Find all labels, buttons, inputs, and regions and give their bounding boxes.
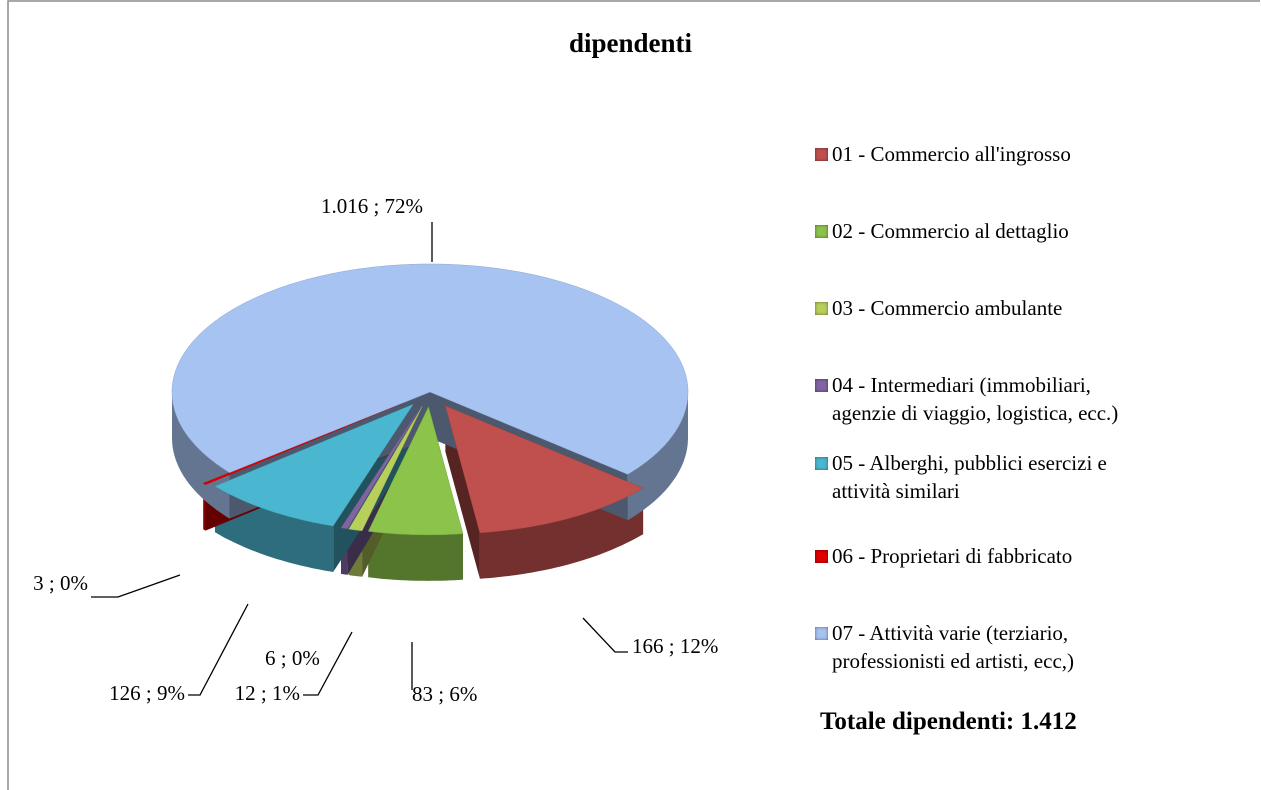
slice — [367, 406, 464, 536]
leader-line — [91, 574, 181, 598]
annotation: Totale dipendenti: 1.412 — [820, 708, 1077, 735]
legend-item: 07 - Attività varie (terziario, professi… — [815, 619, 1155, 675]
slice — [214, 403, 414, 527]
legend-label: 04 - Intermediari (immobiliari, agenzie … — [832, 373, 1119, 425]
leader-line — [303, 631, 353, 696]
data-label: 1.016 ; 72% — [321, 194, 423, 218]
data-label: 3 ; 0% — [33, 571, 88, 595]
legend-swatch — [815, 148, 828, 161]
data-label: 83 ; 6% — [412, 682, 477, 706]
legend-swatch — [815, 627, 828, 640]
legend-label: 03 - Commercio ambulante — [832, 296, 1063, 320]
chart-border — [7, 0, 1260, 790]
legend-label: 05 - Alberghi, pubblici esercizi e attiv… — [832, 451, 1107, 503]
legend-label: 06 - Proprietari di fabbricato — [832, 544, 1073, 568]
leader-line — [188, 603, 249, 696]
legend-label: 01 - Commercio all'ingrosso — [832, 142, 1071, 166]
legend-swatch — [815, 457, 828, 470]
slice — [348, 406, 423, 532]
slice-side — [479, 488, 644, 579]
chart-title: dipendenti — [568, 28, 693, 58]
legend-item: 04 - Intermediari (immobiliari, agenzie … — [815, 371, 1155, 427]
legend-swatch — [815, 550, 828, 563]
legend-swatch — [815, 225, 828, 238]
data-label: 166 ; 12% — [632, 634, 718, 658]
slice — [340, 406, 422, 530]
slice-side — [627, 390, 688, 521]
leader-line — [582, 617, 628, 653]
data-label: 6 ; 0% — [265, 646, 320, 670]
slice-side — [368, 531, 463, 581]
legend-item: 02 - Commercio al dettaglio — [815, 217, 1155, 245]
data-label: 126 ; 9% — [109, 681, 185, 705]
legend-item: 01 - Commercio all'ingrosso — [815, 140, 1155, 168]
legend-swatch — [815, 302, 828, 315]
legend-label: 07 - Attività varie (terziario, professi… — [832, 621, 1075, 673]
data-label: 12 ; 1% — [235, 681, 300, 705]
legend-item: 03 - Commercio ambulante — [815, 294, 1155, 322]
legend-item: 05 - Alberghi, pubblici esercizi e attiv… — [815, 449, 1155, 505]
slice-side — [445, 405, 480, 579]
legend-swatch — [815, 379, 828, 392]
slice — [445, 405, 644, 534]
legend-label: 02 - Commercio al dettaglio — [832, 219, 1069, 243]
slice — [171, 263, 689, 475]
legend-item: 06 - Proprietari di fabbricato — [815, 542, 1155, 570]
